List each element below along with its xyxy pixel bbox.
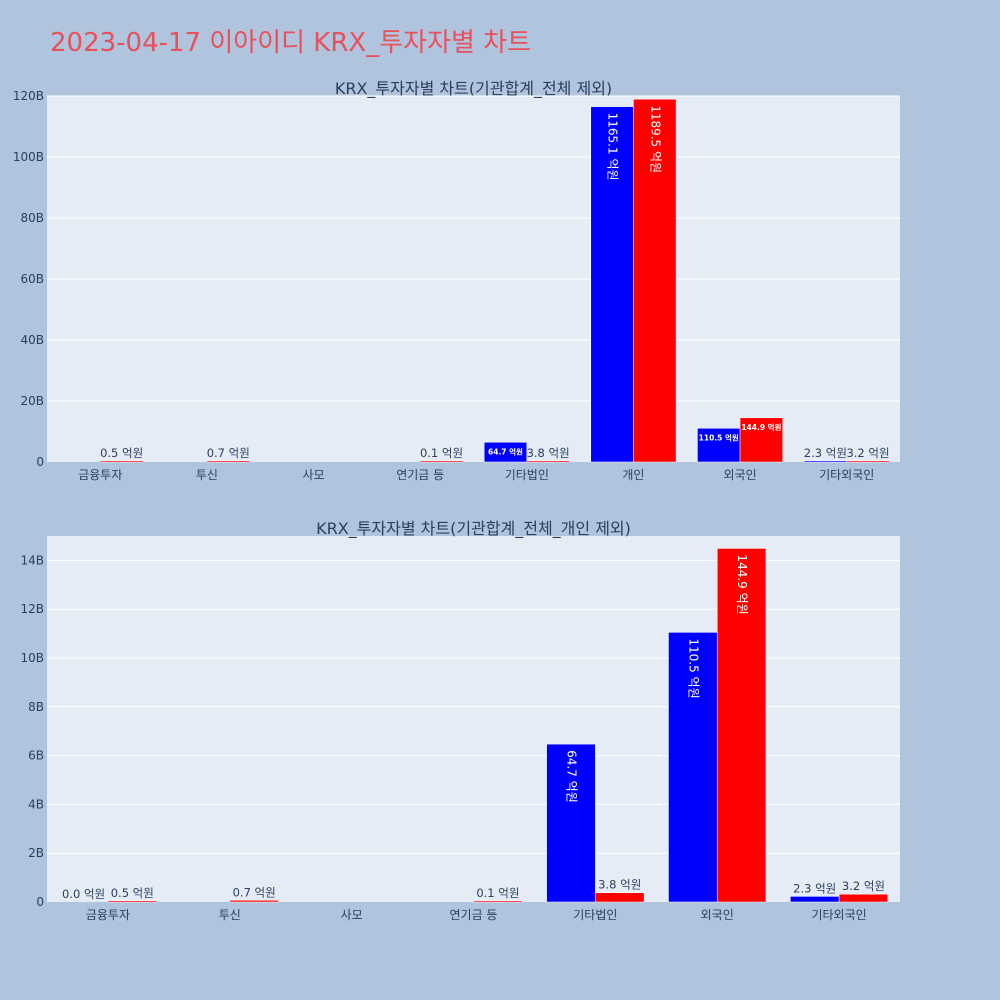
x-tick-label: 연기금 등 xyxy=(450,908,498,922)
x-tick-label: 기타외국인 xyxy=(819,468,874,482)
bar xyxy=(697,428,741,463)
y-tick-label: 0 xyxy=(36,455,44,469)
bar xyxy=(206,460,250,463)
y-tick-label: 14B xyxy=(20,553,44,567)
data-label: 0.5 억원 xyxy=(100,446,143,460)
data-label: 3.8 억원 xyxy=(527,446,570,460)
bar xyxy=(107,900,157,903)
x-tick-label: 투신 xyxy=(219,908,241,922)
y-tick-label: 10B xyxy=(20,651,44,665)
data-label: 0.0 억원 xyxy=(62,887,105,901)
bar xyxy=(668,632,718,903)
x-tick-label: 기타법인 xyxy=(505,468,549,482)
data-label: 110.5 억원 xyxy=(699,432,739,442)
data-label: 64.7 억원 xyxy=(564,750,578,803)
data-label: 110.5 억원 xyxy=(686,638,700,698)
x-tick-label: 기타법인 xyxy=(573,908,617,922)
bar xyxy=(633,98,677,463)
data-label: 1189.5 억원 xyxy=(648,105,662,173)
page-title: 2023-04-17 이아이디 KRX_투자자별 차트 xyxy=(50,28,532,58)
data-label: 3.2 억원 xyxy=(846,446,889,460)
chart-title: KRX_투자자별 차트(기관합계_전체 제외) xyxy=(335,79,612,99)
data-label: 1165.1 억원 xyxy=(606,113,620,181)
bar xyxy=(100,460,144,463)
bar xyxy=(483,442,528,463)
data-label: 3.2 억원 xyxy=(842,879,885,893)
bar xyxy=(739,417,783,463)
data-label: 0.5 억원 xyxy=(111,886,154,900)
y-tick-label: 120B xyxy=(13,89,44,103)
y-tick-label: 4B xyxy=(28,797,44,811)
bar xyxy=(790,896,840,903)
data-label: 64.7 억원 xyxy=(488,446,523,456)
bar xyxy=(473,900,523,903)
y-tick-label: 20B xyxy=(20,394,44,408)
bar xyxy=(526,460,570,463)
x-tick-label: 기타외국인 xyxy=(811,908,866,922)
data-label: 0.7 억원 xyxy=(233,885,276,899)
plot-area xyxy=(47,536,900,902)
bar xyxy=(846,460,890,463)
y-tick-label: 6B xyxy=(28,749,44,763)
bar xyxy=(803,460,847,463)
y-tick-label: 2B xyxy=(28,846,44,860)
bar xyxy=(546,743,596,903)
data-label: 0.7 억원 xyxy=(207,446,250,460)
bar xyxy=(838,893,889,903)
chart-top: KRX_투자자별 차트(기관합계_전체 제외) 0 20B 40B 60B 80B 100B… xyxy=(13,79,900,482)
x-tick-label: 외국인 xyxy=(724,468,757,482)
y-tick-label: 80B xyxy=(20,211,44,225)
y-tick-label: 100B xyxy=(13,150,44,164)
bar xyxy=(595,892,645,903)
x-tick-label: 금융투자 xyxy=(86,908,130,922)
data-label: 2.3 억원 xyxy=(793,881,836,895)
chart-title: KRX_투자자별 차트(기관합계_전체_개인 제외) xyxy=(316,519,631,539)
data-label: 144.9 억원 xyxy=(741,422,781,432)
x-tick-label: 투신 xyxy=(196,468,218,482)
data-label: 0.1 억원 xyxy=(420,446,463,460)
data-label: 144.9 억원 xyxy=(735,554,749,614)
x-tick-label: 사모 xyxy=(303,468,325,482)
data-label: 2.3 억원 xyxy=(804,446,847,460)
data-label: 0.1 억원 xyxy=(476,886,519,900)
x-tick-label: 금융투자 xyxy=(78,468,122,482)
x-tick-label: 사모 xyxy=(341,908,363,922)
y-tick-label: 12B xyxy=(20,602,44,616)
bar xyxy=(716,548,767,903)
bar xyxy=(590,106,634,463)
bar xyxy=(419,460,464,463)
chart-bottom: KRX_투자자별 차트(기관합계_전체_개인 제외) 0 2B 4B 6B 8B 10B 12… xyxy=(20,519,900,922)
data-label: 3.8 억원 xyxy=(598,878,641,892)
x-tick-label: 연기금 등 xyxy=(396,468,444,482)
y-tick-label: 60B xyxy=(20,272,44,286)
y-tick-label: 0 xyxy=(36,895,44,909)
y-tick-label: 40B xyxy=(20,333,44,347)
x-tick-label: 개인 xyxy=(622,468,644,482)
x-tick-label: 외국인 xyxy=(701,908,734,922)
y-tick-label: 8B xyxy=(28,700,44,714)
bar xyxy=(229,900,279,903)
